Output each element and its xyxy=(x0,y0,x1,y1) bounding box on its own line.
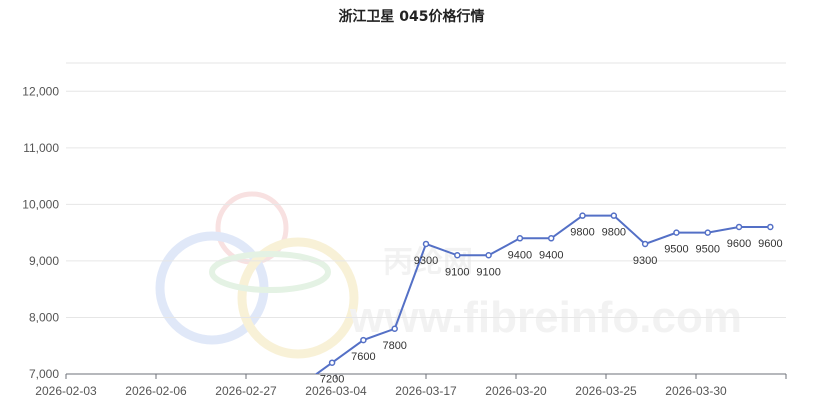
data-point[interactable] xyxy=(610,212,618,219)
data-point[interactable] xyxy=(516,235,524,242)
x-tick-label: 2026-02-27 xyxy=(215,384,277,398)
x-tick-label: 2026-02-06 xyxy=(125,384,187,398)
x-tick-label: 2026-03-20 xyxy=(485,384,547,398)
data-point[interactable] xyxy=(704,229,711,236)
data-point[interactable] xyxy=(391,325,398,333)
data-point[interactable] xyxy=(735,223,743,231)
data-label: 9500 xyxy=(664,244,688,256)
grid-lines xyxy=(66,62,786,318)
data-point[interactable] xyxy=(547,235,555,242)
data-label: 9400 xyxy=(539,249,563,261)
data-label: 9800 xyxy=(602,227,626,239)
data-point[interactable] xyxy=(485,252,492,259)
data-labels: 7200 7600 7800 9300 9100 9100 9400 9400 9800 9800… xyxy=(320,227,783,386)
watermark-ring-yellow xyxy=(237,237,359,359)
data-label: 7800 xyxy=(382,340,406,352)
data-point[interactable] xyxy=(579,212,586,219)
data-point[interactable] xyxy=(422,240,430,248)
watermark-cn: 丙纶网 xyxy=(383,245,473,280)
data-label: 9800 xyxy=(570,227,594,239)
data-label: 9500 xyxy=(695,244,719,256)
data-label: 9100 xyxy=(445,266,469,278)
data-point[interactable] xyxy=(328,359,336,366)
x-tick-label: 2026-03-04 xyxy=(305,384,367,398)
y-tick-label: 12,000 xyxy=(22,84,59,98)
y-axis: 7,000 8,000 9,000 10,000 11,000 12,000 xyxy=(22,84,59,381)
chart-title: 浙江卫星 045价格行情 xyxy=(338,9,485,25)
x-axis: 2026-02-03 2026-02-06 2026-02-27 2026-03-04… xyxy=(35,373,787,398)
x-tick-label: 2026-03-17 xyxy=(395,384,457,398)
data-point[interactable] xyxy=(454,252,461,259)
data-label: 9400 xyxy=(508,249,532,261)
x-tick-label: 2026-03-25 xyxy=(575,384,637,398)
data-label: 7200 xyxy=(320,374,344,386)
y-tick-label: 8,000 xyxy=(29,310,59,324)
data-label: 9600 xyxy=(758,238,782,250)
data-point[interactable] xyxy=(360,336,367,344)
data-label: 9300 xyxy=(414,255,438,267)
data-label: 7600 xyxy=(351,351,375,363)
data-point[interactable] xyxy=(673,229,680,236)
watermark-ring-green xyxy=(209,251,331,293)
data-point[interactable] xyxy=(641,240,649,248)
data-label: 9100 xyxy=(476,266,500,278)
y-tick-label: 9,000 xyxy=(29,254,59,268)
x-tick-label: 2026-03-30 xyxy=(665,384,727,398)
y-tick-label: 10,000 xyxy=(22,197,59,211)
y-tick-label: 7,000 xyxy=(29,367,59,381)
data-label: 9600 xyxy=(727,238,751,250)
y-tick-label: 11,000 xyxy=(23,141,59,155)
data-label: 9300 xyxy=(633,255,657,267)
data-point[interactable] xyxy=(767,223,774,231)
data-points xyxy=(328,212,774,366)
x-tick-label: 2026-02-03 xyxy=(35,384,97,398)
